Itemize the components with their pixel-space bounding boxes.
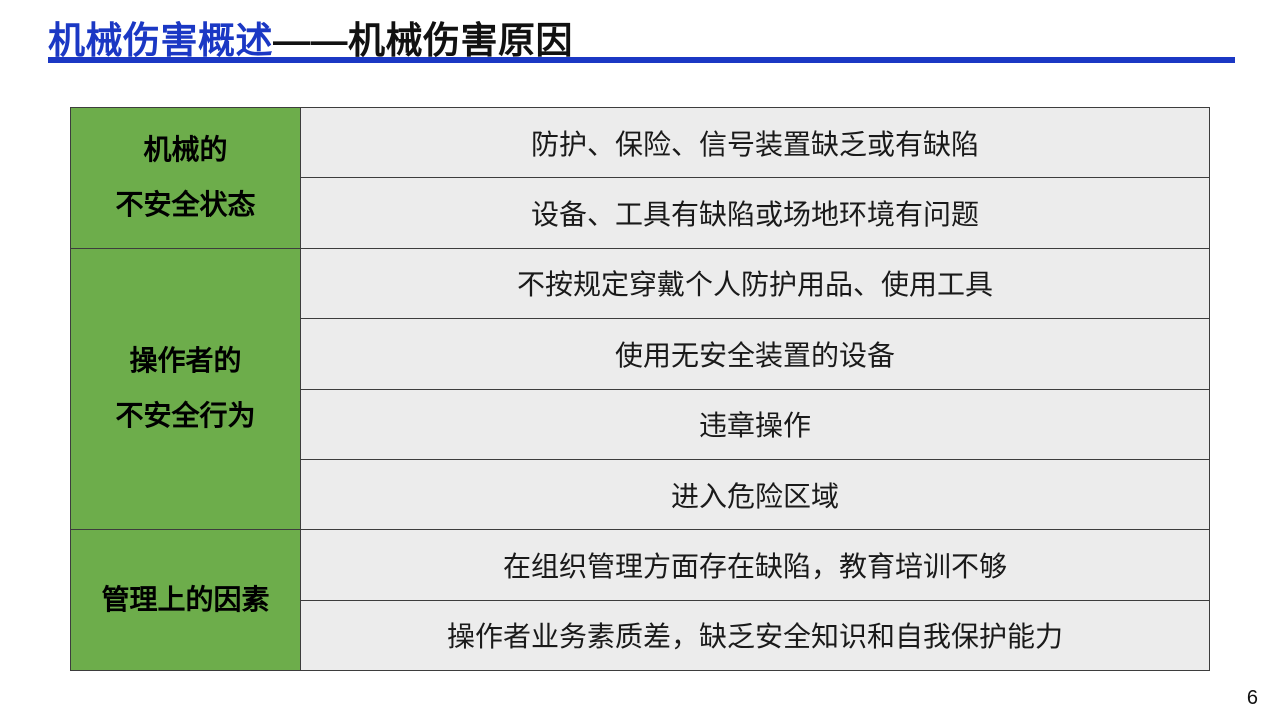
table-row: 使用无安全装置的设备 <box>71 318 1210 390</box>
cause-cell: 使用无安全装置的设备 <box>300 318 1210 390</box>
page-title-highlight: 机械伤害概述 <box>48 20 273 61</box>
title-accent-bar <box>48 57 1235 63</box>
table-row: 设备、工具有缺陷或场地环境有问题 <box>71 177 1210 249</box>
table-row: 操作者业务素质差，缺乏安全知识和自我保护能力 <box>71 599 1210 672</box>
cause-cell: 防护、保险、信号装置缺乏或有缺陷 <box>300 106 1210 179</box>
category-cell-machine-unsafe-state: 机械的 不安全状态 <box>70 107 301 249</box>
category-label-line: 操作者的 <box>129 345 242 377</box>
cause-cell: 在组织管理方面存在缺陷，教育培训不够 <box>300 529 1210 601</box>
page-title-rest: ——机械伤害原因 <box>273 20 573 61</box>
causes-table: 机械的 不安全状态 防护、保险、信号装置缺乏或有缺陷 设备、工具有缺陷或场地环境… <box>70 106 1210 672</box>
table-row: 机械的 不安全状态 防护、保险、信号装置缺乏或有缺陷 <box>70 106 1210 249</box>
table-row: 进入危险区域 <box>71 458 1210 531</box>
category-cell-operator-unsafe-behavior: 操作者的 不安全行为 <box>70 247 301 531</box>
category-label-line: 机械的 <box>143 134 228 166</box>
cause-cell: 违章操作 <box>300 388 1210 460</box>
page-number: 6 <box>1246 687 1258 709</box>
table-row: 管理上的因素 在组织管理方面存在缺陷，教育培训不够 <box>70 529 1210 671</box>
category-label-line: 不安全行为 <box>115 400 256 431</box>
cause-cell: 进入危险区域 <box>300 458 1210 531</box>
cause-cell: 不按规定穿戴个人防护用品、使用工具 <box>300 247 1210 320</box>
category-label-line: 不安全状态 <box>115 188 256 220</box>
category-cell-management-factors: 管理上的因素 <box>70 529 301 671</box>
table-row: 操作者的 不安全行为 不按规定穿戴个人防护用品、使用工具 <box>70 247 1210 531</box>
cause-cell: 设备、工具有缺陷或场地环境有问题 <box>300 177 1210 249</box>
category-label-line: 管理上的因素 <box>101 583 270 615</box>
cause-cell: 操作者业务素质差，缺乏安全知识和自我保护能力 <box>300 599 1210 672</box>
page-title: 机械伤害概述——机械伤害原因 <box>48 10 573 64</box>
